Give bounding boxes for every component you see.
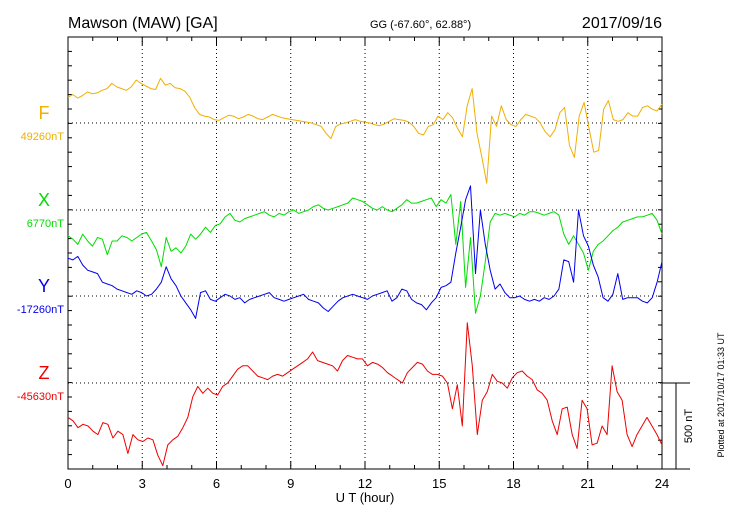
x-tick-label: 18 xyxy=(506,476,520,491)
x-tick-label: 21 xyxy=(581,476,595,491)
scale-bar: 500 nT xyxy=(662,382,695,470)
channel-labels: F 49260nT X 6770nT Y -17260nT Z -45630nT xyxy=(17,103,64,403)
date-label: 2017/09/16 xyxy=(582,15,662,32)
x-tick-labels: 0 3 6 9 12 15 18 21 24 xyxy=(64,476,669,491)
station-title: Mawson (MAW) [GA] xyxy=(68,15,218,32)
channel-label-x: X xyxy=(38,190,50,210)
channel-label-z: Z xyxy=(39,363,50,383)
baseline-value-y: -17260nT xyxy=(17,304,64,316)
baseline-value-z: -45630nT xyxy=(17,391,64,403)
channel-label-f: F xyxy=(39,103,50,123)
series-y-line xyxy=(67,185,663,319)
grid xyxy=(68,37,662,469)
axis-ticks xyxy=(67,36,663,470)
channel-label-y: Y xyxy=(38,276,50,296)
series-z-line xyxy=(67,322,663,467)
x-tick-label: 24 xyxy=(655,476,669,491)
x-tick-label: 12 xyxy=(358,476,372,491)
series-lines xyxy=(67,77,663,467)
baseline-value-f: 49260nT xyxy=(21,131,65,143)
x-tick-label: 0 xyxy=(64,476,71,491)
baseline-value-x: 6770nT xyxy=(27,218,65,230)
series-x-line xyxy=(67,194,663,314)
scale-bar-label: 500 nT xyxy=(683,409,695,444)
x-tick-label: 6 xyxy=(213,476,220,491)
x-tick-label: 3 xyxy=(139,476,146,491)
series-f-line xyxy=(67,77,663,184)
x-tick-label: 9 xyxy=(287,476,294,491)
x-tick-label: 15 xyxy=(432,476,446,491)
geo-coordinates: GG (-67.60°, 62.88°) xyxy=(370,19,471,31)
x-axis-label: U T (hour) xyxy=(336,490,395,505)
plotted-timestamp: Plotted at 2017/10/17 01:33 UT xyxy=(716,332,726,458)
